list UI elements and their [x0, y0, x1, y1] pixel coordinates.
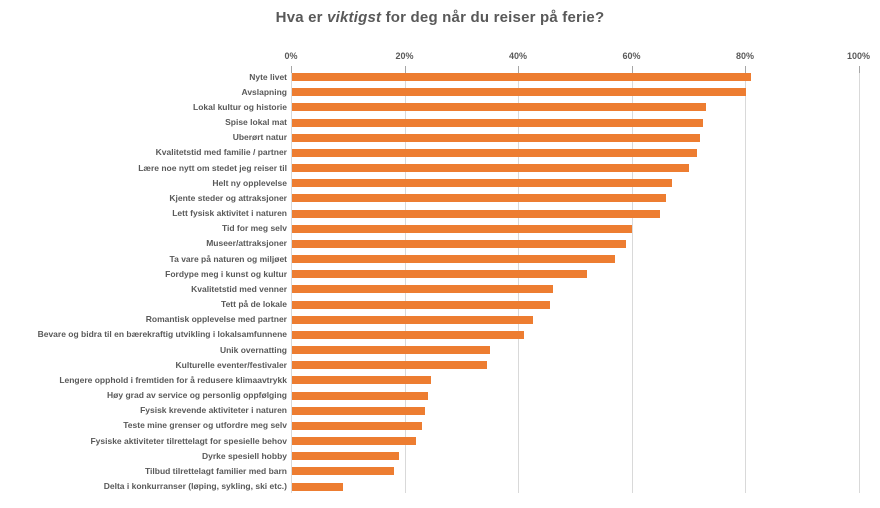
bar — [291, 103, 706, 112]
category-label: Lengere opphold i fremtiden for å reduse… — [59, 374, 287, 385]
category-label: Kjente steder og attraksjoner — [169, 192, 287, 203]
gridline — [745, 66, 746, 493]
category-label: Lære noe nytt om stedet jeg reiser til — [138, 162, 287, 173]
category-label: Helt ny opplevelse — [212, 177, 287, 188]
category-label: Delta i konkurranser (løping, sykling, s… — [103, 481, 287, 492]
axis-tickmark — [631, 66, 633, 73]
category-label: Museer/attraksjoner — [206, 238, 287, 249]
category-label: Spise lokal mat — [225, 117, 287, 127]
category-label: Fysiske aktiviteter tilrettelagt for spe… — [90, 435, 287, 446]
category-label: Avslapning — [241, 86, 288, 97]
category-label: Unik overnatting — [219, 344, 287, 355]
bar — [291, 179, 672, 188]
axis-tickmark — [404, 66, 406, 73]
bar — [291, 330, 525, 339]
x-axis-tick-label: 60% — [622, 51, 641, 61]
category-label: Tett på de lokale — [221, 299, 287, 310]
x-axis-tick-label: 100% — [846, 51, 871, 61]
bar — [291, 346, 491, 355]
category-label: Nyte livet — [249, 71, 287, 82]
bar — [291, 452, 400, 461]
bar — [291, 300, 550, 309]
axis-tickmark — [858, 66, 860, 73]
category-label: Bevare og bidra til en bærekraftig utvik… — [37, 329, 287, 340]
bar — [291, 209, 661, 218]
category-label: Dyrke spesiell hobby — [201, 450, 287, 461]
category-label: Teste mine grenser og utfordre meg selv — [123, 420, 287, 431]
category-label: Kvalitetstid med venner — [191, 283, 287, 294]
gridline — [858, 66, 860, 493]
x-axis-tick-label: 80% — [735, 51, 755, 61]
bar — [291, 194, 666, 203]
bar — [291, 421, 422, 430]
category-label: Tid for meg selv — [221, 223, 287, 234]
category-label: Romantisk opplevelse med partner — [145, 314, 287, 325]
category-label: Kvalitetstid med familie / partner — [155, 147, 287, 158]
bar — [291, 482, 343, 491]
category-label: Ta vare på naturen og miljøet — [169, 253, 287, 264]
chart-title: Hva er viktigst for deg når du reiser på… — [0, 9, 880, 26]
gridline — [291, 66, 292, 493]
bar — [291, 285, 553, 294]
bar — [291, 224, 632, 233]
bar — [291, 148, 698, 157]
category-label: Kulturelle eventer/festivaler — [175, 359, 288, 370]
chart-title-emphasis: viktigst — [327, 9, 382, 26]
bar — [291, 73, 752, 81]
bar — [291, 164, 689, 172]
chart-title-suffix: for deg når du reiser på ferie? — [381, 9, 605, 26]
bar — [291, 88, 746, 97]
axis-tickmark — [291, 66, 292, 73]
category-label: Tilbud tilrettelagt familier med barn — [144, 465, 287, 476]
bar — [291, 467, 394, 476]
x-axis-tick-label: 20% — [395, 51, 414, 61]
bar — [291, 133, 701, 142]
bar — [291, 118, 703, 127]
category-label: Høy grad av service og personlig oppfølg… — [107, 390, 287, 401]
gridline — [631, 66, 633, 493]
category-label: Fordype meg i kunst og kultur — [165, 268, 287, 279]
category-label: Uberørt natur — [232, 132, 287, 143]
chart-title-prefix: Hva er — [275, 9, 328, 26]
x-axis-tick-label: 40% — [508, 51, 528, 61]
category-label: Lett fysisk aktivitet i naturen — [172, 208, 287, 218]
axis-tickmark — [518, 66, 519, 73]
bar — [291, 376, 431, 385]
bar — [291, 361, 488, 370]
bar — [291, 239, 627, 248]
category-label: Lokal kultur og historie — [193, 101, 287, 112]
bar — [291, 255, 615, 263]
bar — [291, 437, 417, 446]
bar — [291, 391, 428, 400]
category-label: Fysisk krevende aktiviteter i naturen — [140, 405, 287, 416]
axis-tickmark — [745, 66, 746, 73]
gridline — [518, 66, 519, 493]
bar — [291, 315, 533, 324]
x-axis-tick-label: 0% — [284, 51, 298, 61]
bar — [291, 270, 587, 279]
bar — [291, 406, 425, 415]
gridline — [404, 66, 406, 493]
